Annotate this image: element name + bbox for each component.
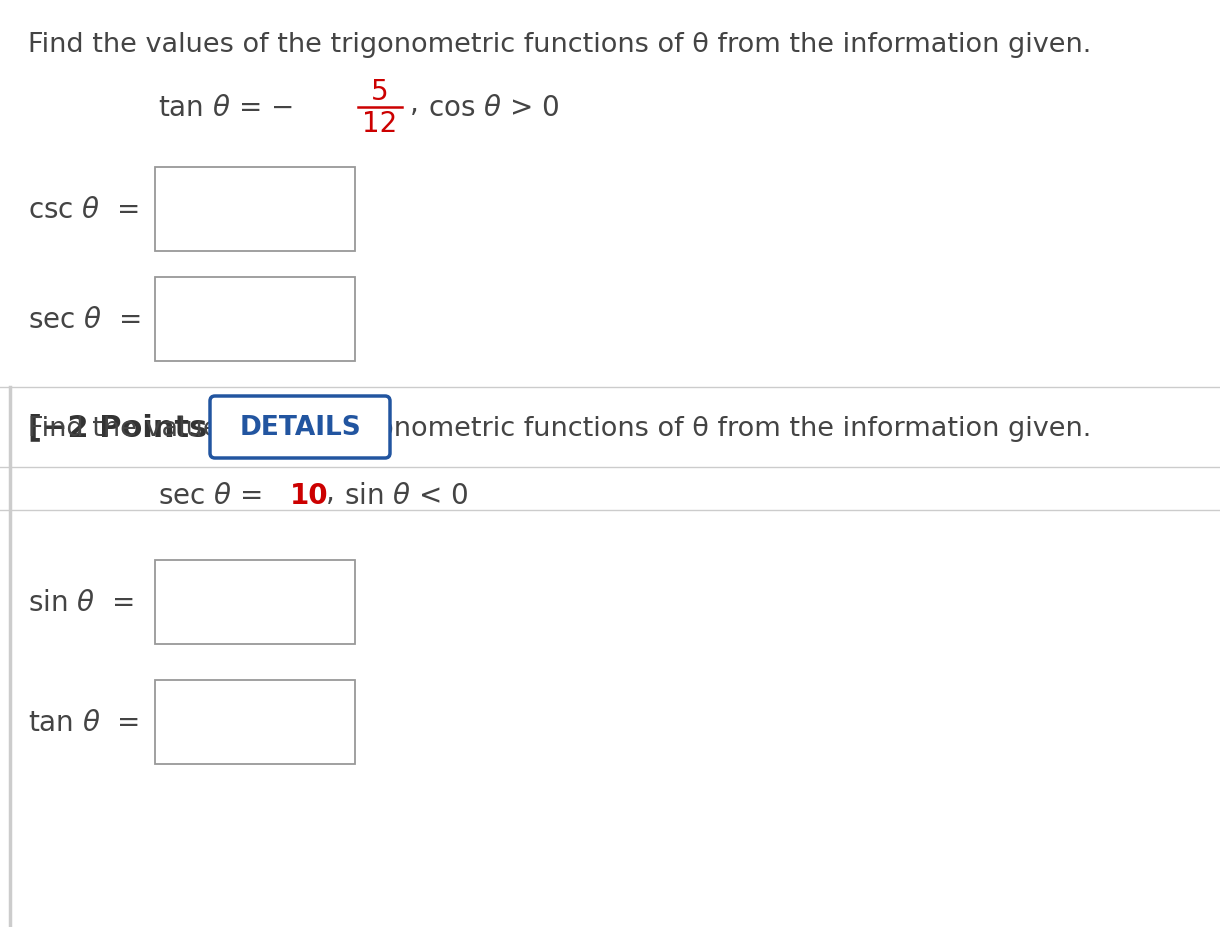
Text: 12: 12 xyxy=(362,110,398,138)
Text: cos $\theta$ > 0: cos $\theta$ > 0 xyxy=(428,94,559,121)
Text: Find the values of the trigonometric functions of θ from the information given.: Find the values of the trigonometric fun… xyxy=(28,415,1091,441)
Text: DETAILS: DETAILS xyxy=(239,414,361,440)
Bar xyxy=(0,387,1220,467)
Text: sec $\theta$ =: sec $\theta$ = xyxy=(159,481,265,510)
Text: sin $\theta$  =: sin $\theta$ = xyxy=(28,589,133,616)
Text: sec $\theta$  =: sec $\theta$ = xyxy=(28,306,140,334)
Text: ,: , xyxy=(410,90,418,118)
Bar xyxy=(155,680,355,764)
Text: 5: 5 xyxy=(371,78,389,106)
Bar xyxy=(0,467,1220,511)
Bar xyxy=(0,0,1220,511)
Text: tan $\theta$  =: tan $\theta$ = xyxy=(28,708,139,736)
Text: ,: , xyxy=(326,478,334,506)
Text: [−2 Points]: [−2 Points] xyxy=(28,413,221,442)
Text: tan $\theta$ = $-$: tan $\theta$ = $-$ xyxy=(159,94,293,121)
FancyBboxPatch shape xyxy=(210,397,390,459)
Text: Find the values of the trigonometric functions of θ from the information given.: Find the values of the trigonometric fun… xyxy=(28,32,1091,57)
Text: sin $\theta$ < 0: sin $\theta$ < 0 xyxy=(344,481,468,510)
Bar xyxy=(155,561,355,644)
Bar xyxy=(155,168,355,252)
Text: 10: 10 xyxy=(290,481,328,510)
Bar xyxy=(0,387,1220,927)
Text: csc $\theta$  =: csc $\theta$ = xyxy=(28,196,139,223)
Bar xyxy=(155,278,355,362)
